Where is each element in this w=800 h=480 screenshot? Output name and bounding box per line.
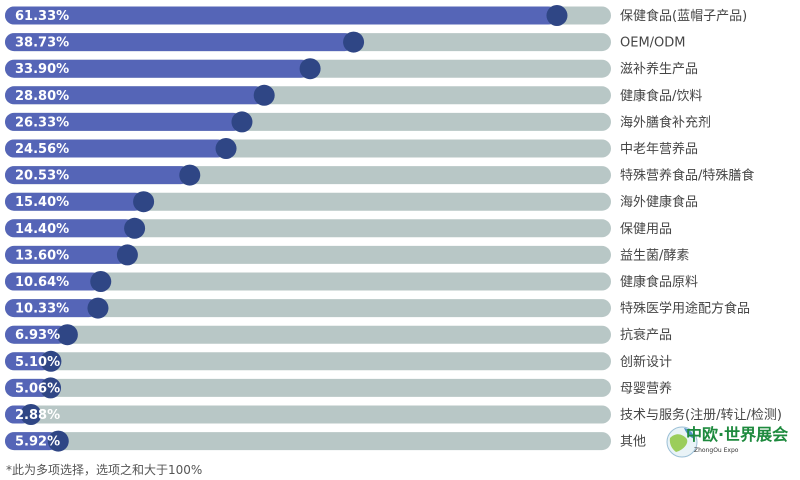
bar	[5, 378, 51, 397]
category-label: 健康食品/饮料	[620, 88, 702, 104]
data-label: 6.93%	[15, 328, 60, 343]
data-label: 20.53%	[15, 169, 69, 184]
category-label: 健康食品原料	[620, 274, 698, 290]
data-label: 10.64%	[15, 275, 69, 290]
bar	[5, 112, 242, 131]
bar-end-knob	[253, 84, 275, 106]
globe-logo-icon	[666, 426, 698, 458]
data-label: 2.88%	[15, 408, 60, 423]
bar-track	[5, 272, 611, 291]
data-label: 26.33%	[15, 115, 69, 130]
bar	[5, 192, 144, 211]
bar-end-knob	[90, 271, 112, 292]
data-label: 15.40%	[15, 195, 69, 210]
bar	[5, 299, 98, 318]
category-label: 技术与服务(注册/转让/检测)	[620, 407, 782, 423]
logo-title: 中欧·世界展会	[686, 425, 788, 444]
category-label: 益生菌/酵素	[620, 248, 689, 263]
bar-track	[5, 378, 611, 397]
bar-track	[5, 432, 611, 451]
bar-track	[5, 405, 611, 424]
bar-track	[5, 299, 611, 318]
bar	[5, 219, 135, 238]
logo-subtitle: ZhongOu Expo	[694, 447, 739, 454]
bar-end-knob	[124, 217, 146, 239]
data-label: 33.90%	[15, 62, 69, 77]
expo-logo: 中欧·世界展会 ZhongOu Expo	[664, 408, 790, 468]
bar-end-knob	[133, 191, 155, 213]
data-label: 5.10%	[15, 355, 60, 370]
category-label: 保健用品	[620, 222, 672, 237]
bar	[5, 59, 311, 78]
bar-end-knob	[20, 404, 42, 425]
footnote: *此为多项选择，选项之和大于100%	[6, 463, 203, 477]
bar-end-knob	[116, 244, 138, 266]
category-label: 创新设计	[620, 354, 672, 370]
bar	[5, 33, 354, 52]
bar-end-knob	[179, 164, 201, 186]
bar-track	[5, 245, 611, 264]
bar-end-knob	[343, 31, 365, 53]
data-label: 14.40%	[15, 222, 69, 237]
bar-end-knob	[87, 297, 109, 319]
bar-end-knob	[40, 377, 62, 399]
data-label: 13.60%	[15, 248, 69, 263]
data-label: 61.33%	[15, 9, 69, 24]
bar	[5, 272, 101, 291]
data-label: 38.73%	[15, 36, 69, 51]
bar-chart: 61.33% 保健食品(蓝帽子产品) 38.73% OEM/ODM 33.90% 滋补养生…	[5, 5, 782, 452]
bar	[5, 166, 190, 185]
bar	[5, 352, 51, 371]
bar-end-knob	[47, 430, 69, 452]
bar-track	[5, 219, 611, 238]
bar-track	[5, 192, 611, 211]
bar	[5, 139, 227, 158]
category-label: 抗衰产品	[620, 327, 672, 343]
bar-end-knob	[56, 324, 78, 346]
data-label: 28.80%	[15, 89, 69, 104]
bar-track	[5, 352, 611, 371]
category-label: 滋补养生产品	[620, 61, 698, 77]
data-label: 10.33%	[15, 302, 69, 317]
bar-end-knob	[215, 138, 237, 159]
data-label: 24.56%	[15, 142, 69, 157]
bar	[5, 245, 128, 264]
category-label: 海外健康食品	[620, 194, 698, 210]
category-label: 特殊营养食品/特殊膳食	[620, 168, 754, 184]
category-label: 保健食品(蓝帽子产品)	[620, 8, 747, 24]
bar	[5, 6, 557, 25]
category-label: 其他	[620, 435, 646, 450]
category-label: 特殊医学用途配方食品	[620, 301, 750, 317]
bar-end-knob	[40, 350, 62, 372]
category-label: 中老年营养品	[620, 141, 698, 157]
bar	[5, 86, 265, 105]
data-label: 5.06%	[15, 381, 60, 396]
category-label: 母婴营养	[620, 380, 672, 396]
bar-end-knob	[546, 5, 568, 26]
category-label: OEM/ODM	[620, 36, 686, 51]
bar-track	[5, 325, 611, 344]
bar	[5, 325, 68, 344]
bar-end-knob	[231, 111, 253, 133]
data-label: 5.92%	[15, 435, 60, 450]
bar	[5, 432, 59, 451]
category-label: 海外膳食补充剂	[620, 114, 711, 130]
bar-end-knob	[299, 58, 321, 80]
